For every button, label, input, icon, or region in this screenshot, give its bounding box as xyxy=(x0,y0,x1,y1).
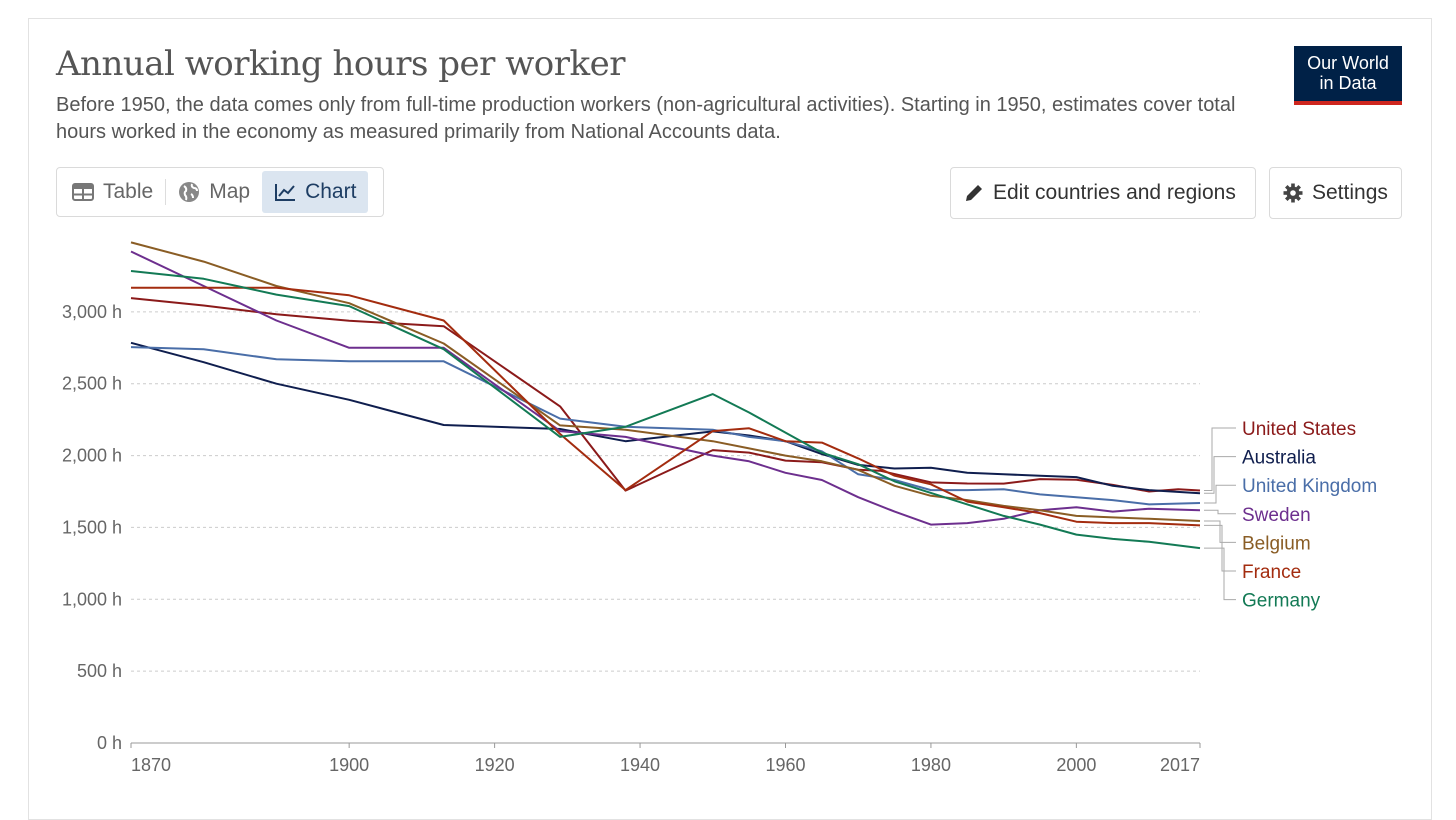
y-tick-label: 2,500 h xyxy=(62,374,122,394)
y-tick-label: 500 h xyxy=(77,661,122,681)
x-tick-label: 2017 xyxy=(1160,755,1200,775)
series-line-sweden xyxy=(130,250,1201,526)
settings-button[interactable]: Settings xyxy=(1269,167,1402,219)
logo-accent-bar xyxy=(1294,101,1402,105)
line-chart-icon xyxy=(275,184,296,201)
series-line-united-kingdom xyxy=(130,346,1201,506)
tab-map-label: Map xyxy=(209,180,251,203)
edit-countries-label: Edit countries and regions xyxy=(993,181,1236,204)
series-line-france xyxy=(131,286,1201,527)
y-tick-label: 3,000 h xyxy=(62,302,122,322)
chart-subtitle: Before 1950, the data comes only from fu… xyxy=(56,94,1236,143)
pencil-icon xyxy=(966,185,982,201)
legend-label-australia: Australia xyxy=(1242,448,1316,469)
x-tick-label: 1980 xyxy=(911,755,951,775)
view-tabs: Table Map Chart xyxy=(56,167,384,217)
legend-connector xyxy=(1204,484,1236,504)
legend-connector xyxy=(1204,456,1236,494)
legend-connector xyxy=(1204,427,1236,491)
legend-connector xyxy=(1204,520,1236,543)
tab-divider xyxy=(165,179,167,205)
legend-label-germany: Germany xyxy=(1242,591,1321,612)
x-tick-label: 1870 xyxy=(131,755,171,775)
legend-connector xyxy=(1204,547,1236,601)
legend-connector xyxy=(1204,509,1236,515)
legend-label-belgium: Belgium xyxy=(1242,533,1311,554)
logo-line-2: in Data xyxy=(1319,73,1377,93)
settings-label: Settings xyxy=(1312,181,1388,204)
series-line-australia xyxy=(130,341,1201,495)
y-tick-label: 1,000 h xyxy=(62,589,122,609)
legend-label-united-kingdom: United Kingdom xyxy=(1242,476,1377,497)
y-tick-label: 1,500 h xyxy=(62,517,122,537)
x-tick-label: 1920 xyxy=(475,755,515,775)
series-line-germany xyxy=(130,270,1201,550)
chart-card xyxy=(28,18,1432,820)
series-line-belgium xyxy=(130,241,1201,522)
edit-countries-button[interactable]: Edit countries and regions xyxy=(950,167,1256,219)
owid-logo[interactable]: Our World in Data xyxy=(1294,46,1402,105)
legend-label-france: France xyxy=(1242,562,1301,583)
x-tick-label: 1900 xyxy=(329,755,369,775)
y-tick-label: 2,000 h xyxy=(62,446,122,466)
x-tick-label: 1960 xyxy=(765,755,805,775)
tab-chart[interactable]: Chart xyxy=(262,171,369,213)
tab-table[interactable]: Table xyxy=(60,171,165,213)
y-tick-label: 0 h xyxy=(97,733,122,753)
tab-chart-label: Chart xyxy=(305,180,357,203)
chart-title: Annual working hours per worker xyxy=(56,44,626,84)
gear-icon xyxy=(1283,183,1303,203)
tab-map[interactable]: Map xyxy=(166,171,262,213)
x-tick-label: 2000 xyxy=(1056,755,1096,775)
table-icon xyxy=(72,183,94,201)
legend-label-sweden: Sweden xyxy=(1242,505,1311,526)
x-tick-label: 1940 xyxy=(620,755,660,775)
line-chart: 0 h 500 h 1,000 h 1,500 h 2,000 h 2,500 h 3,00… xyxy=(62,241,1377,775)
globe-icon xyxy=(179,182,200,202)
legend-label-united-states: United States xyxy=(1242,419,1356,440)
tab-table-label: Table xyxy=(103,180,154,203)
logo-line-1: Our World xyxy=(1307,53,1389,73)
